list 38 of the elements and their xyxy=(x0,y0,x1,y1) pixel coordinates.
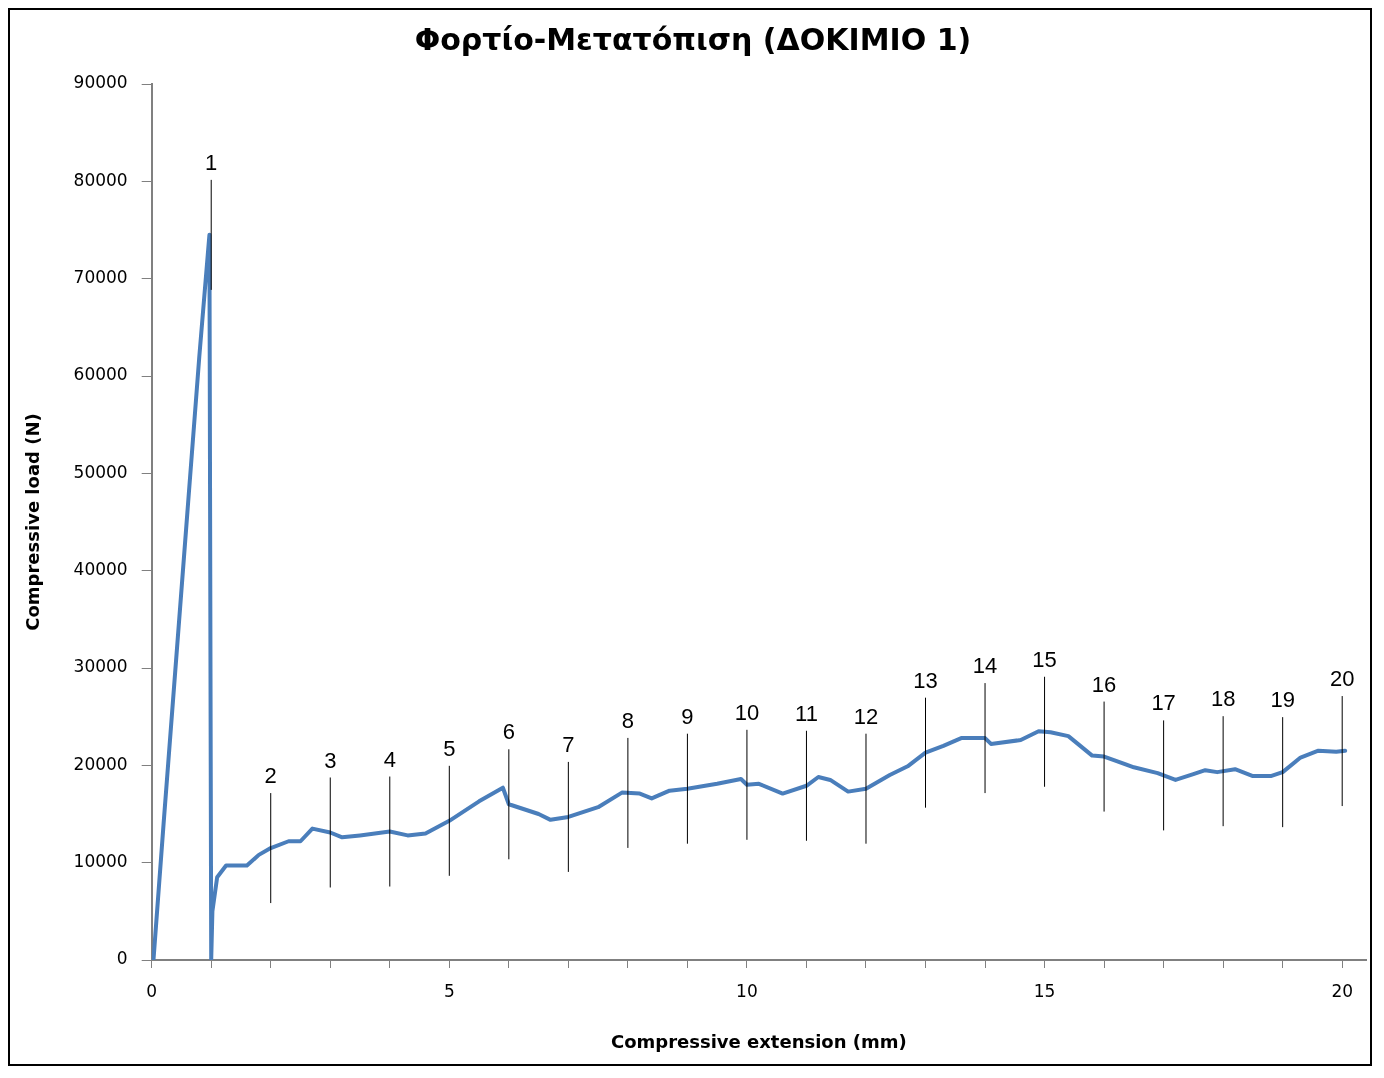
ref-line-label: 16 xyxy=(1091,671,1117,697)
x-tick-label: 0 xyxy=(146,980,158,1001)
y-tick-label: 0 xyxy=(116,948,128,969)
y-tick-label: 90000 xyxy=(73,72,128,93)
y-tick-label: 10000 xyxy=(73,851,128,872)
y-tick-label: 70000 xyxy=(73,267,128,288)
y-tick-label: 20000 xyxy=(73,753,128,774)
ref-line-label: 8 xyxy=(621,707,635,733)
x-tick-label: 10 xyxy=(736,980,758,1001)
ref-line-label: 9 xyxy=(681,703,694,729)
y-tick-label: 60000 xyxy=(73,364,128,385)
ref-line-label: 10 xyxy=(734,699,760,725)
y-tick-label: 30000 xyxy=(73,656,128,677)
x-tick-label: 5 xyxy=(443,980,455,1001)
ref-line-label: 12 xyxy=(853,703,879,729)
chart-title: Φορτίο-Μετατόπιση (ΔΟΚΙΜΙΟ 1) xyxy=(414,21,972,57)
ref-line-label: 19 xyxy=(1270,687,1295,713)
y-tick-label: 40000 xyxy=(73,559,128,580)
x-axis-title: Compressive extension (mm) xyxy=(610,1030,907,1052)
x-tick-label: 15 xyxy=(1033,980,1056,1001)
ref-line-label: 20 xyxy=(1329,666,1355,692)
ref-line-label: 5 xyxy=(443,735,456,761)
ref-line-label: 6 xyxy=(502,719,515,745)
ref-line-label: 11 xyxy=(795,700,818,726)
ref-line-label: 2 xyxy=(264,763,277,789)
y-tick-label: 50000 xyxy=(73,461,128,482)
ref-line-label: 3 xyxy=(324,747,337,773)
y-tick-label: 80000 xyxy=(73,169,128,190)
ref-line-label: 15 xyxy=(1032,646,1057,672)
ref-line-label: 18 xyxy=(1210,686,1236,712)
ref-line-label: 1 xyxy=(205,149,218,175)
ref-line-label: 7 xyxy=(562,731,575,757)
ref-line-label: 14 xyxy=(972,653,998,679)
ref-line-label: 17 xyxy=(1151,690,1176,716)
ref-line-label: 4 xyxy=(383,746,396,772)
y-axis-title: Compressive load (N) xyxy=(22,413,44,631)
x-tick-label: 20 xyxy=(1331,980,1354,1001)
ref-line-label: 13 xyxy=(913,667,938,693)
